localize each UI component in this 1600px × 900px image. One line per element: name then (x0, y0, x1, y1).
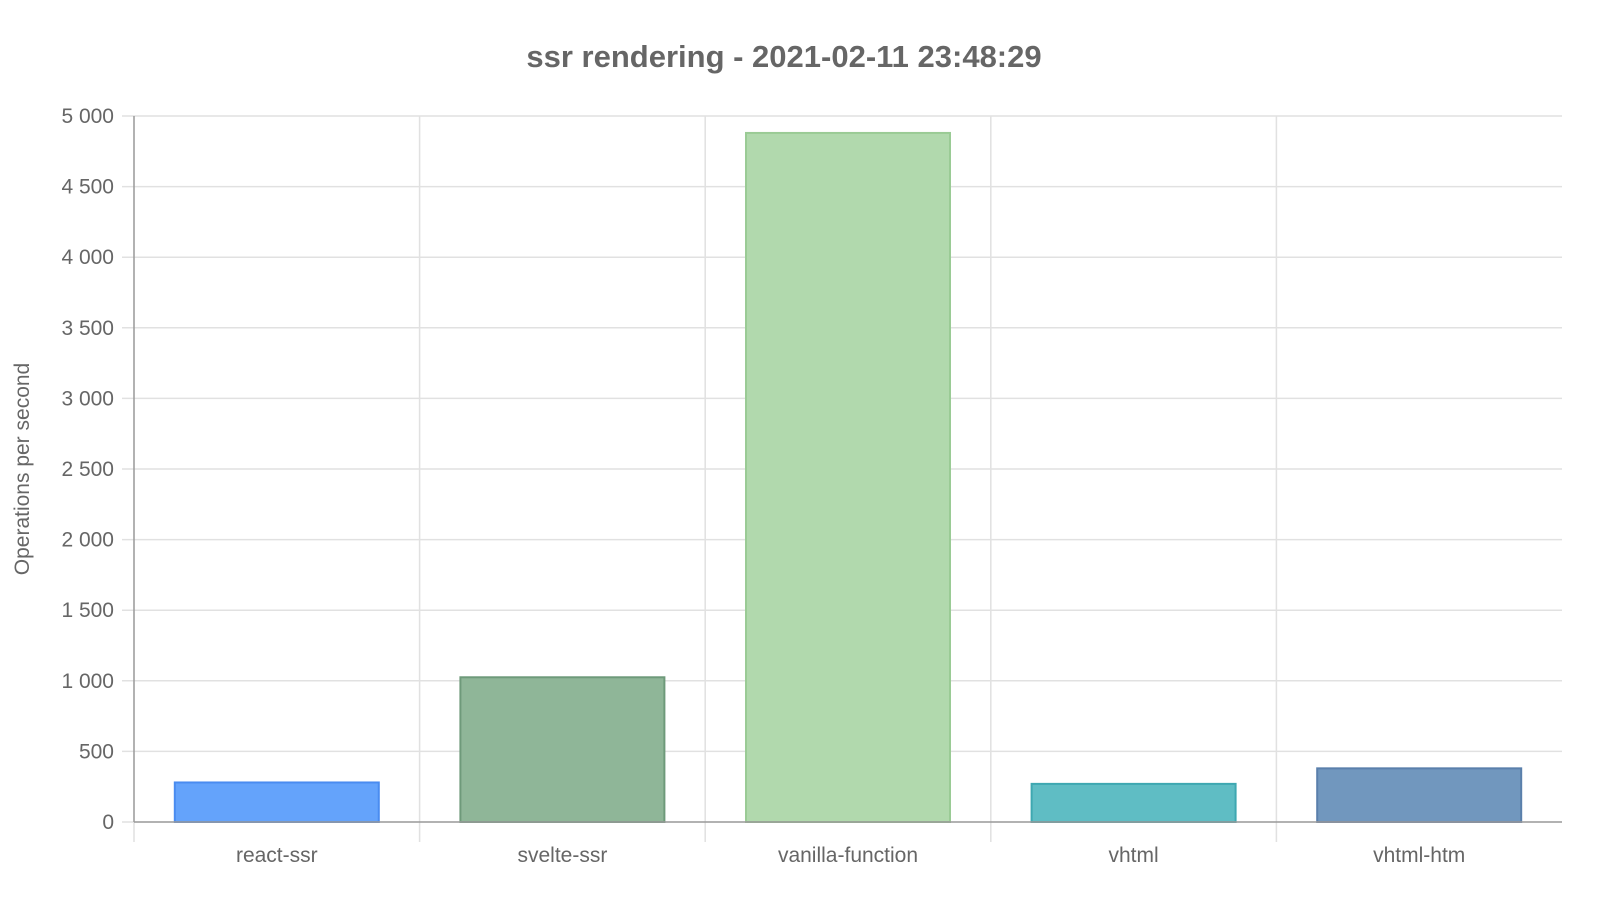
y-tick-label: 1 500 (61, 599, 114, 622)
chart-title: ssr rendering - 2021-02-11 23:48:29 (526, 39, 1041, 74)
y-tick-label: 500 (79, 740, 114, 763)
y-tick-label: 4 000 (61, 246, 114, 269)
x-tick-label: react-ssr (236, 844, 318, 867)
y-tick-label: 2 500 (61, 458, 114, 481)
axes-layer (133, 116, 1562, 823)
y-tick-label: 2 000 (61, 529, 114, 552)
labels-layer: 0 500 1 000 1 500 2 000 2 500 3 000 3 500 4 000 4… (61, 105, 1465, 867)
bar-vanilla-function (745, 131, 951, 824)
bar-react-ssr (173, 781, 380, 823)
bar-vhtml (1030, 782, 1237, 823)
x-tick-label: vhtml-htm (1373, 844, 1465, 867)
x-tick-label: vanilla-function (778, 844, 918, 867)
x-tick-label: vhtml (1109, 844, 1159, 867)
y-axis-title: Operations per second (11, 363, 34, 575)
x-tick-label: svelte-ssr (517, 844, 607, 867)
bar-svelte-ssr (459, 676, 666, 824)
y-tick-label: 0 (102, 811, 114, 834)
y-tick-label: 4 500 (61, 176, 114, 199)
bars-layer (173, 131, 1523, 824)
y-tick-label: 3 500 (61, 317, 114, 340)
y-tick-label: 5 000 (61, 105, 114, 128)
bar-vhtml-htm (1316, 767, 1523, 823)
y-tick-label: 1 000 (61, 670, 114, 693)
y-tick-label: 3 000 (61, 387, 114, 410)
